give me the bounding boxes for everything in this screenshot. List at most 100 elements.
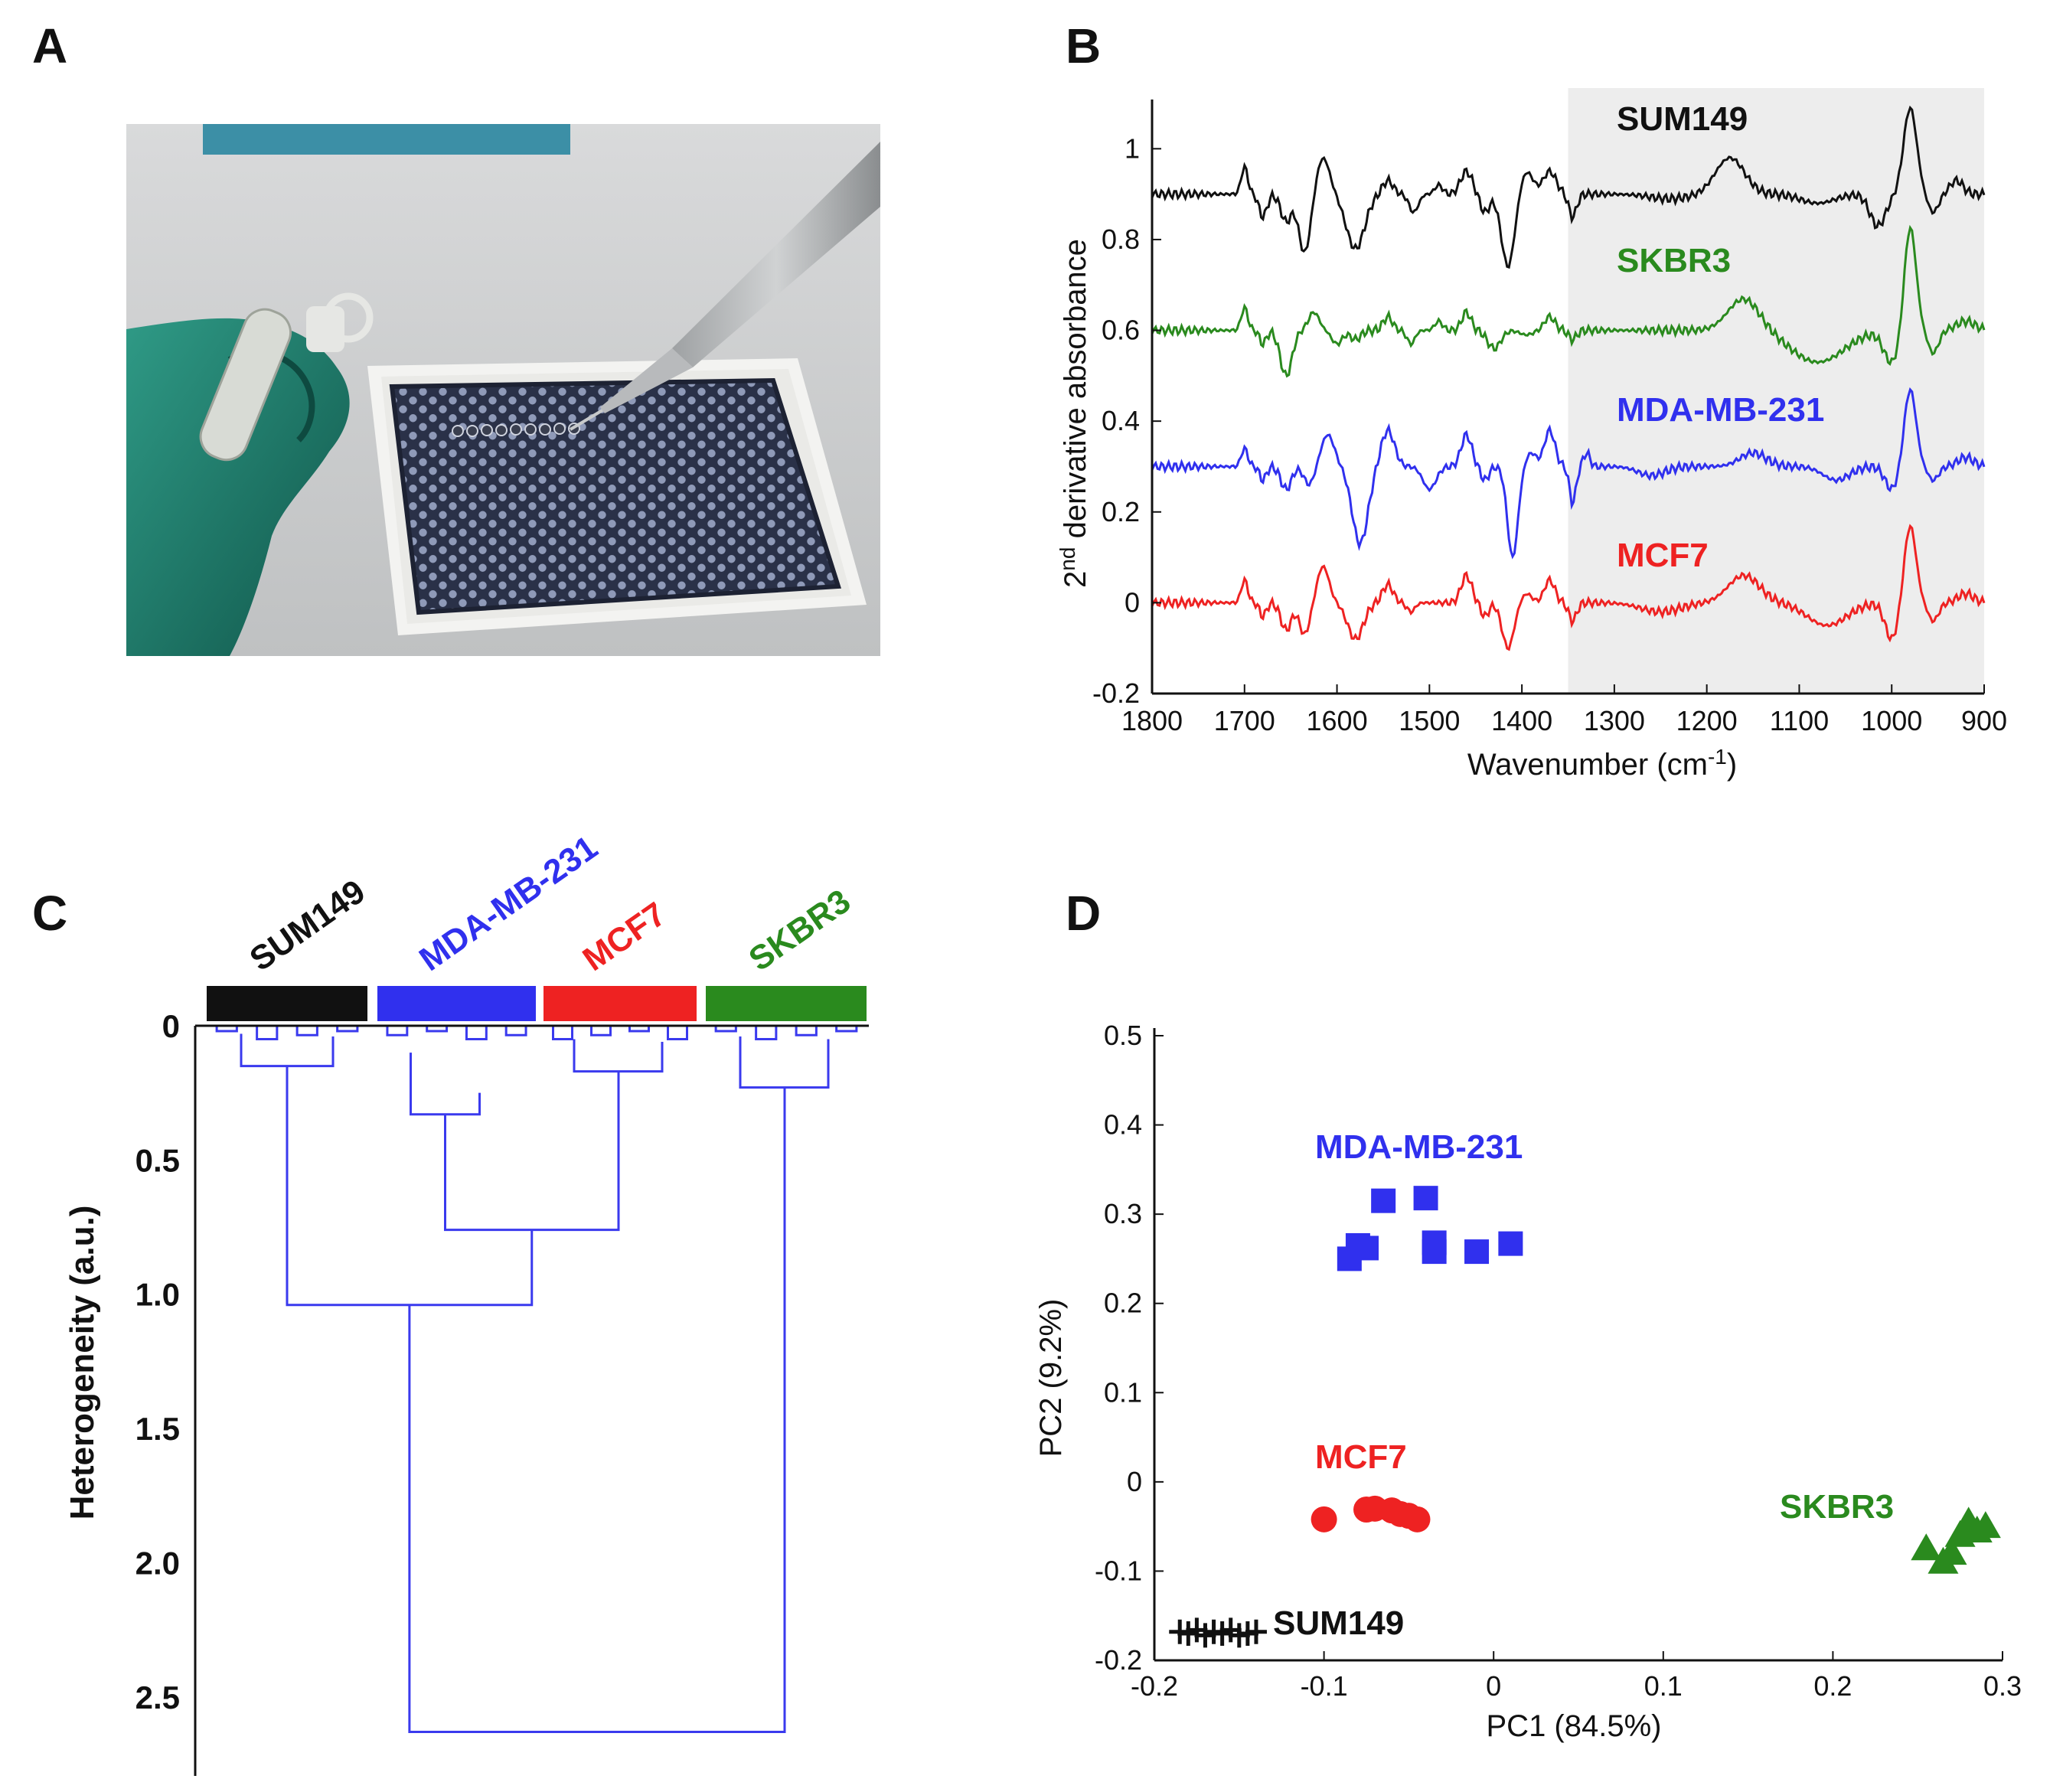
spectra-chart: 1800 1700 1600 1500 1400 1300 1200 1100 1000 900 … [1056, 88, 2007, 782]
series-label-mcf7: MCF7 [1315, 1438, 1407, 1476]
tube-icon [199, 292, 374, 462]
y-axis-title: Heterogeneity (a.u.) [64, 1206, 101, 1520]
y-tick-label: 0 [1125, 586, 1140, 618]
y-axis-title: 2nd derivative absorbance [1056, 239, 1092, 588]
point-mda-mb-231 [1498, 1231, 1523, 1256]
x-tick-label: 0.1 [1644, 1670, 1683, 1702]
point-mda-mb-231 [1413, 1186, 1438, 1211]
leaf-link [256, 1026, 279, 1041]
y-tick-label: 0.8 [1102, 224, 1140, 255]
leaf-link [628, 1026, 650, 1033]
spectrum-mda-mb-231 [1151, 387, 1986, 560]
series-label-mcf7: MCF7 [1617, 537, 1709, 574]
root-link [408, 1087, 786, 1733]
group-link-mda-mb-231 [410, 1053, 481, 1116]
series-label-sum149: SUM149 [1617, 100, 1748, 138]
x-tick-label: -0.1 [1301, 1670, 1348, 1702]
dendrogram-chart: 00.51.01.52.02.5 SUM149 MDA-MB-231 MCF7 … [64, 828, 869, 1776]
y-tick-label: 0 [162, 1008, 180, 1044]
group-label-sum149: SUM149 [243, 873, 372, 978]
group-label-mcf7: MCF7 [576, 895, 673, 978]
y-tick-label: 0.6 [1102, 315, 1140, 346]
series-label-skbr3: SKBR3 [1780, 1488, 1894, 1526]
pipette-icon [569, 142, 880, 431]
leaf-link [504, 1026, 527, 1036]
leaf-link [465, 1026, 488, 1041]
spectrum-mcf7 [1151, 524, 1986, 651]
series-label-skbr3: SKBR3 [1617, 242, 1731, 279]
series-label-sum149: SUM149 [1273, 1604, 1404, 1642]
y-tick-label: -0.1 [1095, 1555, 1142, 1586]
y-tick-label: 2.5 [135, 1679, 180, 1715]
merge-link-sum-mda-mcf7 [286, 1066, 534, 1307]
y-tick-label: 0.2 [1102, 496, 1140, 527]
panel-label-b: B [1066, 18, 1101, 73]
group-label-skbr3: SKBR3 [743, 883, 857, 979]
x-tick-label: 1700 [1214, 705, 1275, 736]
y-tick-label: 0.3 [1104, 1198, 1142, 1229]
point-mda-mb-231 [1464, 1239, 1490, 1265]
pca-scatter-chart: -0.2 -0.1 0 0.1 0.2 0.3 -0.2 -0.1 0 0.1 0.2 0.3 0.4… [1034, 1020, 2022, 1743]
container-icon [203, 124, 570, 155]
y-tick-label: 0.4 [1104, 1109, 1142, 1141]
x-tick-label: 1500 [1399, 705, 1460, 736]
x-tick-label: 1000 [1861, 705, 1922, 736]
leaf-link [336, 1026, 359, 1033]
y-tick-label: 1 [1125, 132, 1140, 164]
panel-label-a: A [32, 18, 67, 73]
leaf-link [755, 1026, 778, 1041]
leaf-link [835, 1026, 858, 1033]
point-mcf7 [1311, 1506, 1337, 1533]
x-tick-label: 0 [1486, 1670, 1501, 1702]
point-skbr3 [1936, 1538, 1967, 1565]
x-tick-label: 0.3 [1983, 1670, 2022, 1702]
point-sum149 [1245, 1619, 1267, 1644]
y-tick-label: 0 [1127, 1466, 1142, 1497]
group-link-sum149 [240, 1033, 335, 1068]
point-skbr3 [1911, 1533, 1942, 1561]
group-link-mcf7 [573, 1039, 664, 1073]
leaf-link [386, 1026, 409, 1036]
series-label-mda-mb-231: MDA-MB-231 [1617, 391, 1824, 429]
leaf-link [552, 1026, 573, 1041]
shaded-region [1568, 88, 1984, 694]
leaf-link [590, 1026, 612, 1036]
x-axis-title: PC1 (84.5%) [1487, 1709, 1662, 1743]
leaf-link [295, 1026, 318, 1036]
point-skbr3 [1970, 1511, 2001, 1539]
x-tick-label: 1400 [1491, 705, 1552, 736]
leaf-link [795, 1026, 818, 1036]
x-tick-label: 1600 [1307, 705, 1368, 736]
point-mcf7 [1404, 1506, 1431, 1533]
group-bar-sum149 [207, 986, 367, 1021]
point-mda-mb-231 [1354, 1235, 1379, 1261]
y-tick-label: 2.0 [135, 1545, 180, 1581]
panel-label-d: D [1066, 886, 1101, 941]
leaf-link [426, 1026, 449, 1033]
spectrum-sum149 [1151, 105, 1986, 269]
point-mda-mb-231 [1371, 1188, 1396, 1213]
merge-link-mda-mcf7 [444, 1071, 620, 1232]
group-bar-mcf7 [543, 986, 697, 1021]
leaf-link [714, 1026, 737, 1033]
leaf-link [667, 1026, 688, 1041]
point-mda-mb-231 [1422, 1239, 1447, 1265]
group-link-skbr3 [739, 1036, 830, 1089]
y-tick-label: -0.2 [1092, 677, 1140, 709]
y-tick-label: 1.5 [135, 1411, 180, 1447]
y-axis-title: PC2 (9.2%) [1034, 1299, 1068, 1457]
photo-pipetting [126, 124, 880, 656]
y-tick-label: 0.5 [1104, 1020, 1142, 1051]
y-tick-label: 0.4 [1102, 405, 1140, 436]
x-tick-label: 1300 [1584, 705, 1645, 736]
group-label-mda-mb-231: MDA-MB-231 [413, 828, 604, 978]
series-label-mda-mb-231: MDA-MB-231 [1315, 1128, 1523, 1166]
panel-label-c: C [32, 886, 67, 941]
y-tick-label: 0.2 [1104, 1288, 1142, 1319]
x-tick-label: 1100 [1770, 705, 1829, 736]
group-bar-skbr3 [706, 986, 867, 1021]
group-bar-mda-mb-231 [377, 986, 536, 1021]
y-tick-label: 0.1 [1104, 1376, 1142, 1408]
x-tick-label: -0.2 [1131, 1670, 1178, 1702]
